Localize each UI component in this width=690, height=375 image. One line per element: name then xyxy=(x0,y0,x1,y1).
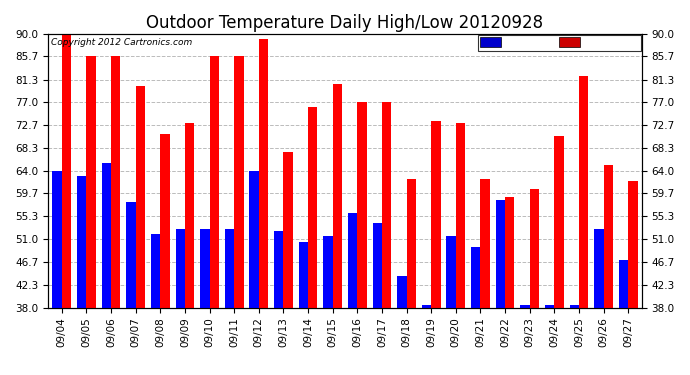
Bar xyxy=(554,136,564,308)
Bar xyxy=(373,223,382,308)
Bar xyxy=(259,39,268,308)
Bar xyxy=(397,276,406,308)
Bar xyxy=(406,178,416,308)
Bar xyxy=(604,165,613,308)
Bar xyxy=(520,305,530,308)
Bar xyxy=(579,76,589,307)
Bar xyxy=(628,181,638,308)
Legend: Low  (°F), High  (°F): Low (°F), High (°F) xyxy=(477,35,640,51)
Bar xyxy=(200,228,210,308)
Bar xyxy=(308,108,317,307)
Bar xyxy=(185,123,195,308)
Bar xyxy=(545,305,554,308)
Bar xyxy=(471,247,480,308)
Bar xyxy=(569,305,579,308)
Bar xyxy=(333,84,342,308)
Bar xyxy=(52,171,62,308)
Bar xyxy=(480,178,490,308)
Bar xyxy=(594,228,604,308)
Bar xyxy=(619,260,628,308)
Bar xyxy=(151,234,160,308)
Bar xyxy=(456,123,465,308)
Bar xyxy=(530,189,539,308)
Bar xyxy=(382,102,391,308)
Text: Copyright 2012 Cartronics.com: Copyright 2012 Cartronics.com xyxy=(51,38,193,47)
Bar xyxy=(505,197,515,308)
Bar xyxy=(210,56,219,308)
Bar xyxy=(299,242,308,308)
Bar xyxy=(495,200,505,308)
Bar xyxy=(160,134,170,308)
Bar xyxy=(225,228,234,308)
Bar xyxy=(324,236,333,308)
Bar xyxy=(136,86,145,308)
Bar xyxy=(234,56,244,308)
Bar xyxy=(175,228,185,308)
Bar xyxy=(274,231,284,308)
Bar xyxy=(422,305,431,308)
Title: Outdoor Temperature Daily High/Low 20120928: Outdoor Temperature Daily High/Low 20120… xyxy=(146,14,544,32)
Bar xyxy=(86,56,96,308)
Bar xyxy=(348,213,357,308)
Bar xyxy=(446,236,456,308)
Bar xyxy=(62,34,71,308)
Bar xyxy=(111,56,121,308)
Bar xyxy=(77,176,86,308)
Bar xyxy=(431,121,440,308)
Bar xyxy=(126,202,136,308)
Bar xyxy=(101,163,111,308)
Bar xyxy=(250,171,259,308)
Bar xyxy=(357,102,366,308)
Bar xyxy=(284,152,293,308)
